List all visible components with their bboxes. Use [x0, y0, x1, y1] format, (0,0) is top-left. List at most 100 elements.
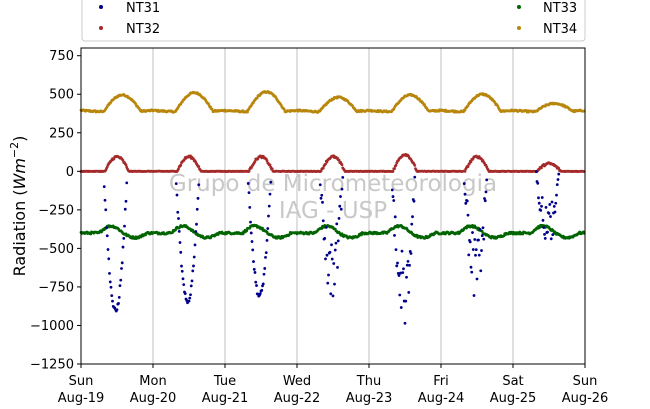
point-nt31	[334, 241, 338, 245]
point-nt31	[540, 196, 544, 199]
point-nt31	[341, 175, 345, 179]
x-tick-label-weekday: Wed	[283, 374, 311, 389]
point-nt31	[263, 267, 267, 270]
point-nt31	[249, 220, 252, 224]
y-tick-label: 750	[49, 49, 74, 64]
x-tick-label-weekday: Sun	[69, 374, 94, 389]
point-nt31	[471, 248, 475, 251]
point-nt31	[174, 182, 178, 186]
point-nt31	[540, 204, 543, 208]
point-nt32	[197, 165, 201, 168]
point-nt32	[337, 158, 341, 162]
point-nt31	[394, 248, 398, 252]
watermark-line-1: Grupo de Micrometeorologia	[169, 171, 497, 197]
point-nt31	[539, 208, 543, 212]
point-nt34	[255, 96, 259, 100]
point-nt31	[339, 207, 343, 211]
point-nt32	[469, 160, 473, 164]
point-nt31	[319, 196, 323, 200]
point-nt32	[124, 163, 128, 167]
point-nt31	[391, 195, 395, 198]
point-nt31	[465, 199, 469, 203]
point-nt31	[543, 236, 547, 240]
point-nt31	[475, 277, 479, 281]
point-nt31	[264, 255, 267, 259]
point-nt31	[265, 238, 269, 242]
y-tick-label: −1250	[30, 358, 74, 373]
point-nt31	[468, 240, 472, 244]
y-tick-label: −1000	[30, 319, 74, 334]
point-nt31	[183, 292, 187, 296]
point-nt31	[554, 201, 558, 205]
point-nt31	[181, 277, 185, 281]
point-nt31	[176, 210, 180, 214]
point-nt31	[266, 227, 270, 230]
point-nt31	[471, 231, 474, 234]
point-nt31	[537, 196, 540, 200]
y-axis: 750 500 250 0 −250 −500 −750 −1000 −1250	[30, 49, 81, 373]
point-nt32	[557, 166, 561, 170]
point-nt32	[179, 163, 183, 167]
point-nt31	[193, 243, 197, 247]
point-nt31	[262, 272, 266, 276]
y-tick-label: −750	[38, 280, 74, 295]
point-nt31	[105, 234, 109, 238]
point-nt31	[328, 250, 332, 254]
point-nt31	[470, 270, 474, 274]
point-nt31	[467, 253, 471, 257]
point-nt32	[253, 160, 257, 163]
legend-label-nt31: NT31	[126, 1, 160, 16]
point-nt31	[323, 237, 327, 240]
point-nt31	[337, 216, 341, 220]
point-nt33	[261, 226, 264, 230]
x-tick-label-date: Aug-26	[562, 391, 609, 406]
plot-area: Grupo de Micrometeorologia IAG - USP	[79, 47, 586, 365]
point-nt32	[247, 169, 251, 173]
point-nt31	[180, 269, 184, 273]
point-nt31	[249, 231, 253, 235]
point-nt33	[465, 226, 468, 230]
series-layer	[79, 89, 586, 325]
point-nt31	[117, 296, 121, 299]
x-tick-label-weekday: Thu	[356, 374, 381, 389]
x-tick-label-weekday: Tue	[213, 374, 236, 389]
point-nt32	[393, 167, 396, 170]
y-tick-label: 250	[49, 126, 74, 141]
point-nt31	[477, 238, 480, 242]
point-nt31	[406, 260, 410, 263]
point-nt32	[413, 164, 417, 167]
point-nt31	[107, 257, 111, 261]
x-tick-label-date: Aug-19	[58, 391, 105, 406]
point-nt31	[177, 217, 180, 220]
point-nt32	[321, 166, 325, 170]
point-nt31	[179, 250, 183, 254]
point-nt31	[102, 185, 106, 189]
point-nt31	[119, 278, 123, 282]
point-nt31	[463, 192, 467, 196]
point-nt33	[480, 229, 484, 233]
point-nt31	[401, 271, 405, 274]
point-nt31	[330, 257, 334, 261]
point-nt31	[393, 215, 397, 219]
point-nt31	[404, 299, 408, 303]
point-nt31	[546, 230, 549, 234]
point-nt31	[267, 204, 271, 208]
point-nt32	[268, 163, 272, 167]
x-tick-label-weekday: Sun	[573, 374, 598, 389]
point-nt31	[189, 284, 193, 288]
point-nt31	[321, 200, 324, 204]
point-nt31	[120, 267, 123, 270]
point-nt31	[121, 245, 125, 249]
point-nt31	[407, 290, 411, 294]
point-nt31	[395, 264, 399, 268]
point-nt31	[410, 222, 414, 226]
point-nt31	[177, 229, 181, 233]
point-nt31	[474, 253, 477, 257]
legend-frame	[81, 0, 586, 42]
point-nt31	[120, 261, 124, 265]
point-nt31	[400, 249, 404, 253]
legend-marker-nt31	[99, 5, 103, 9]
point-nt31	[124, 199, 128, 203]
point-nt31	[248, 205, 252, 209]
point-nt31	[402, 267, 405, 271]
